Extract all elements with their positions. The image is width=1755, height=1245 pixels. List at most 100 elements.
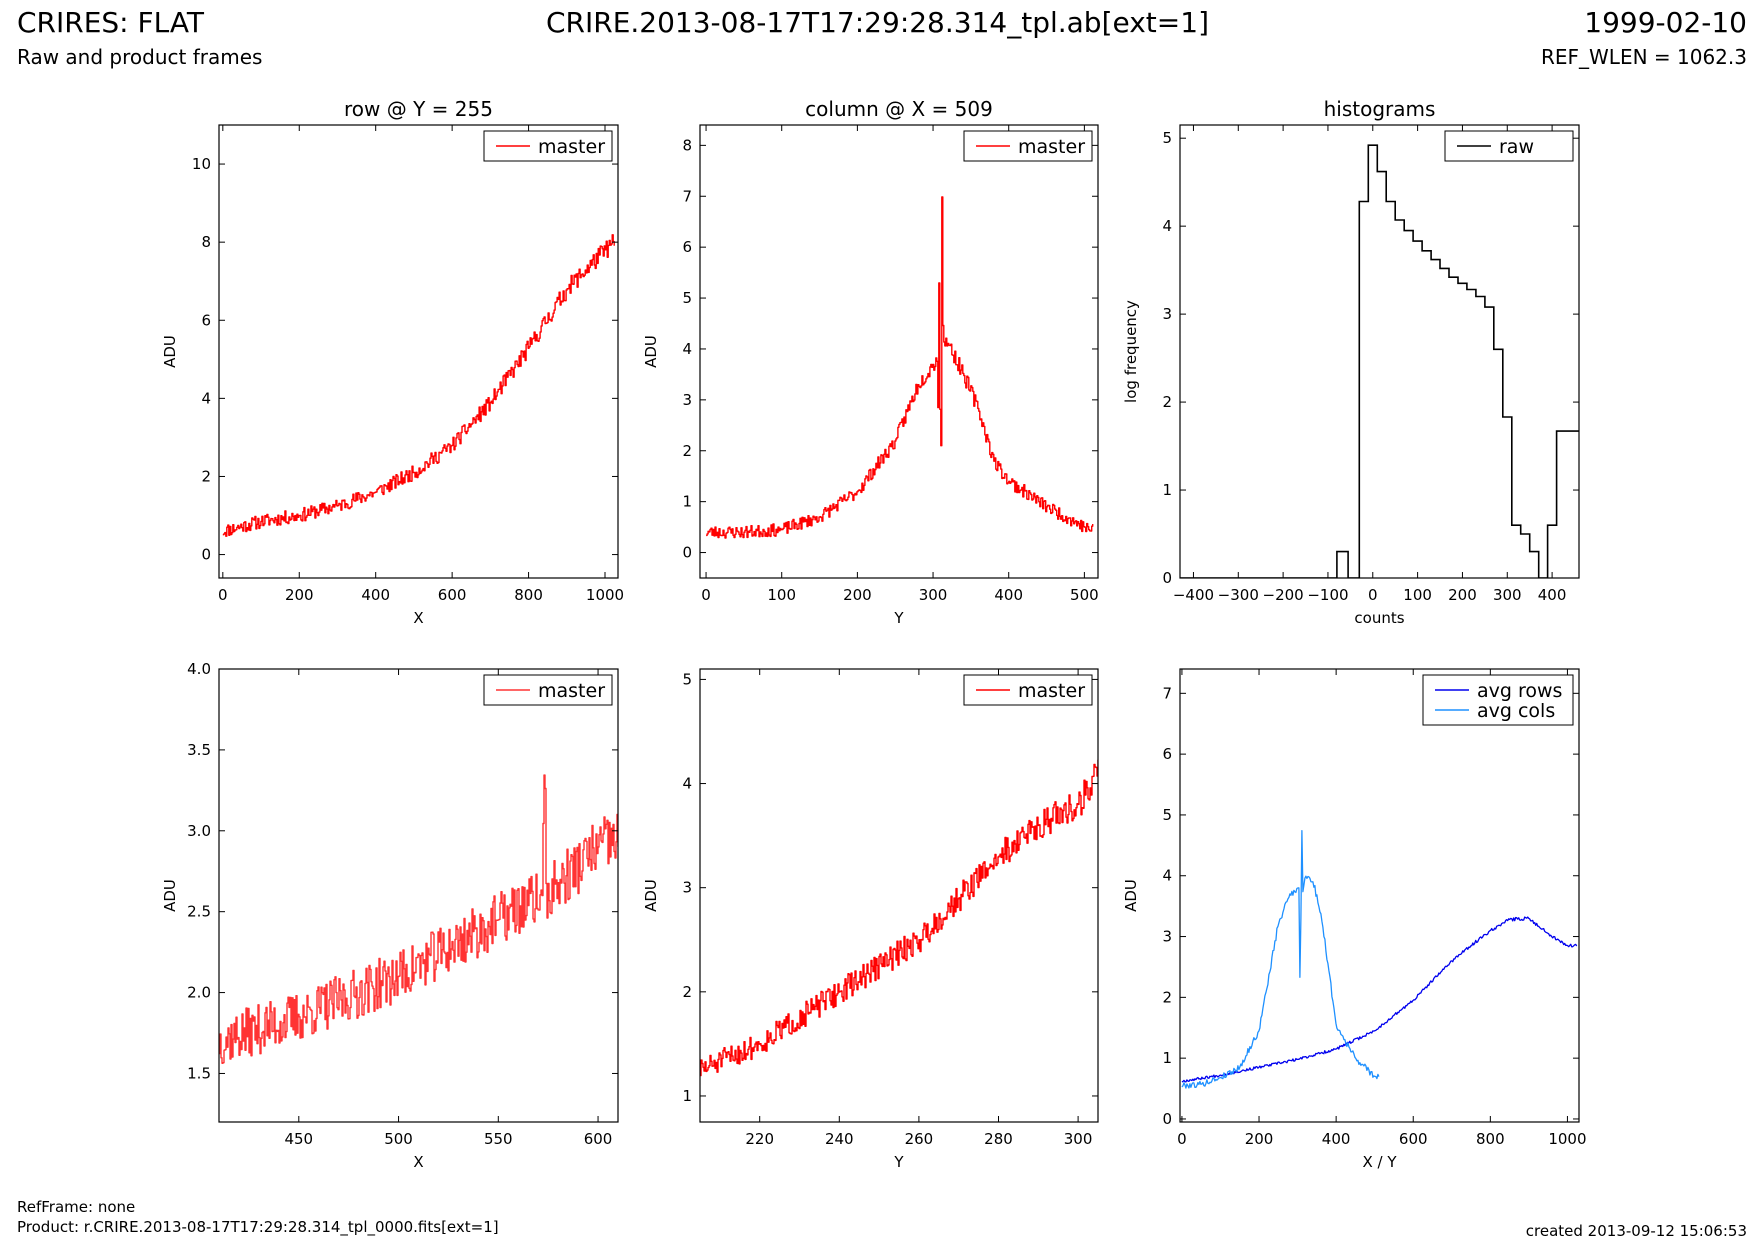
x-tick-label: 100	[1403, 586, 1432, 604]
y-tick-label: 5	[682, 289, 692, 307]
y-tick-label: 6	[201, 311, 211, 329]
x-tick-label: 300	[1064, 1130, 1093, 1148]
y-axis-label: ADU	[161, 879, 179, 912]
x-tick-label: 0	[701, 586, 711, 604]
plot-area	[1181, 830, 1578, 1089]
y-axis-label: log frequency	[1122, 300, 1140, 403]
series-line-master	[219, 774, 618, 1064]
y-tick-label: 3	[682, 391, 692, 409]
x-axis-label: X / Y	[1362, 1153, 1397, 1171]
x-tick-label: 1000	[1548, 1130, 1586, 1148]
x-tick-label: 800	[514, 586, 543, 604]
y-tick-label: 4	[1162, 217, 1172, 235]
plot-area	[1180, 144, 1579, 578]
reference-wavelength: REF_WLEN = 1062.3	[1540, 45, 1747, 69]
axes-frame	[699, 124, 1099, 579]
legend: raw	[1444, 130, 1574, 162]
legend-box	[1422, 674, 1574, 726]
y-tick-label: 1	[682, 493, 692, 511]
legend-label: avg rows	[1477, 680, 1562, 702]
plot-area	[219, 774, 618, 1064]
x-tick-label: 800	[1476, 1130, 1505, 1148]
chart-panel-6: 0 200 400 600 800 1000 0 1 2 3 4 5 6 7 X / Y ADU avg row…	[1122, 668, 1587, 1171]
y-tick-label: 8	[201, 233, 211, 251]
y-tick-label: 7	[1162, 684, 1172, 702]
x-tick-label: 280	[984, 1130, 1013, 1148]
chart-panel-1: 0 200 400 600 800 1000 0 2 4 6 8 10 row @ Y = 255 X AD…	[161, 97, 624, 627]
y-tick-label: 2	[682, 983, 692, 1001]
y-tick-label: 1.5	[187, 1064, 211, 1082]
x-tick-label: −100	[1307, 586, 1348, 604]
observation-date: 1999-02-10	[1584, 6, 1747, 39]
axes-frame	[699, 668, 1099, 1123]
x-tick-label: 300	[1493, 586, 1522, 604]
legend: master	[963, 674, 1093, 706]
x-tick-label: −200	[1263, 586, 1304, 604]
x-tick-label: 600	[1399, 1130, 1428, 1148]
x-tick-label: 260	[905, 1130, 934, 1148]
y-tick-label: 5	[682, 670, 692, 688]
chart-title: histograms	[1324, 97, 1436, 121]
y-tick-label: 0	[1162, 569, 1172, 587]
x-axis-label: X	[413, 609, 423, 627]
x-tick-label: 400	[1322, 1130, 1351, 1148]
ref-frame-note: RefFrame: none	[17, 1198, 136, 1216]
series-line-master	[700, 759, 1098, 1077]
x-axis-label: Y	[893, 609, 904, 627]
y-tick-label: 1	[1162, 481, 1172, 499]
legend: master	[483, 130, 613, 162]
series-line-raw	[1180, 144, 1579, 578]
x-tick-label: 450	[284, 1130, 313, 1148]
legend-label: avg cols	[1477, 700, 1555, 722]
frame-name: CRIRE.2013-08-17T17:29:28.314_tpl.ab[ext…	[545, 6, 1209, 39]
y-tick-label: 4.0	[187, 660, 211, 678]
page-subtitle: Raw and product frames	[17, 45, 263, 69]
y-tick-label: 2	[682, 442, 692, 460]
y-tick-label: 7	[682, 187, 692, 205]
legend-label: master	[1018, 680, 1085, 702]
x-tick-label: 1000	[586, 586, 624, 604]
x-tick-label: 300	[919, 586, 948, 604]
plot-area	[222, 234, 615, 537]
product-note: Product: r.CRIRE.2013-08-17T17:29:28.314…	[17, 1218, 499, 1236]
y-tick-label: 3.5	[187, 741, 211, 759]
y-tick-label: 6	[1162, 745, 1172, 763]
y-tick-label: 4	[201, 389, 211, 407]
y-tick-label: 2.5	[187, 903, 211, 921]
y-axis-label: ADU	[1122, 879, 1140, 912]
y-tick-label: 1	[1162, 1049, 1172, 1067]
x-tick-label: 500	[1070, 586, 1099, 604]
x-tick-label: 200	[1448, 586, 1477, 604]
x-tick-label: 240	[825, 1130, 854, 1148]
x-axis-label: X	[413, 1153, 423, 1171]
y-tick-label: 3	[682, 879, 692, 897]
y-axis-label: ADU	[161, 335, 179, 368]
x-tick-label: 200	[1245, 1130, 1274, 1148]
series-line-master	[222, 234, 615, 537]
y-tick-label: 5	[1162, 806, 1172, 824]
y-tick-label: 2	[1162, 988, 1172, 1006]
y-tick-label: 3	[1162, 928, 1172, 946]
x-tick-label: 550	[484, 1130, 513, 1148]
x-tick-label: 0	[1368, 586, 1378, 604]
x-tick-label: 600	[584, 1130, 613, 1148]
legend-label: raw	[1499, 136, 1534, 158]
y-axis-label: ADU	[642, 879, 660, 912]
x-tick-label: 0	[218, 586, 228, 604]
y-axis-label: ADU	[642, 335, 660, 368]
legend-label: master	[538, 136, 605, 158]
page-title: CRIRES: FLAT	[17, 6, 204, 39]
axes-frame	[218, 668, 619, 1123]
legend-label: master	[538, 680, 605, 702]
plot-area	[706, 196, 1094, 539]
y-tick-label: 0	[1162, 1110, 1172, 1128]
legend: master	[963, 130, 1093, 162]
x-tick-label: 400	[361, 586, 390, 604]
chart-panel-5: 220 240 260 280 300 1 2 3 4 5 Y ADU master	[642, 668, 1099, 1171]
x-tick-label: 200	[843, 586, 872, 604]
y-tick-label: 2	[201, 467, 211, 485]
plot-area	[700, 759, 1098, 1077]
y-tick-label: 3	[1162, 305, 1172, 323]
